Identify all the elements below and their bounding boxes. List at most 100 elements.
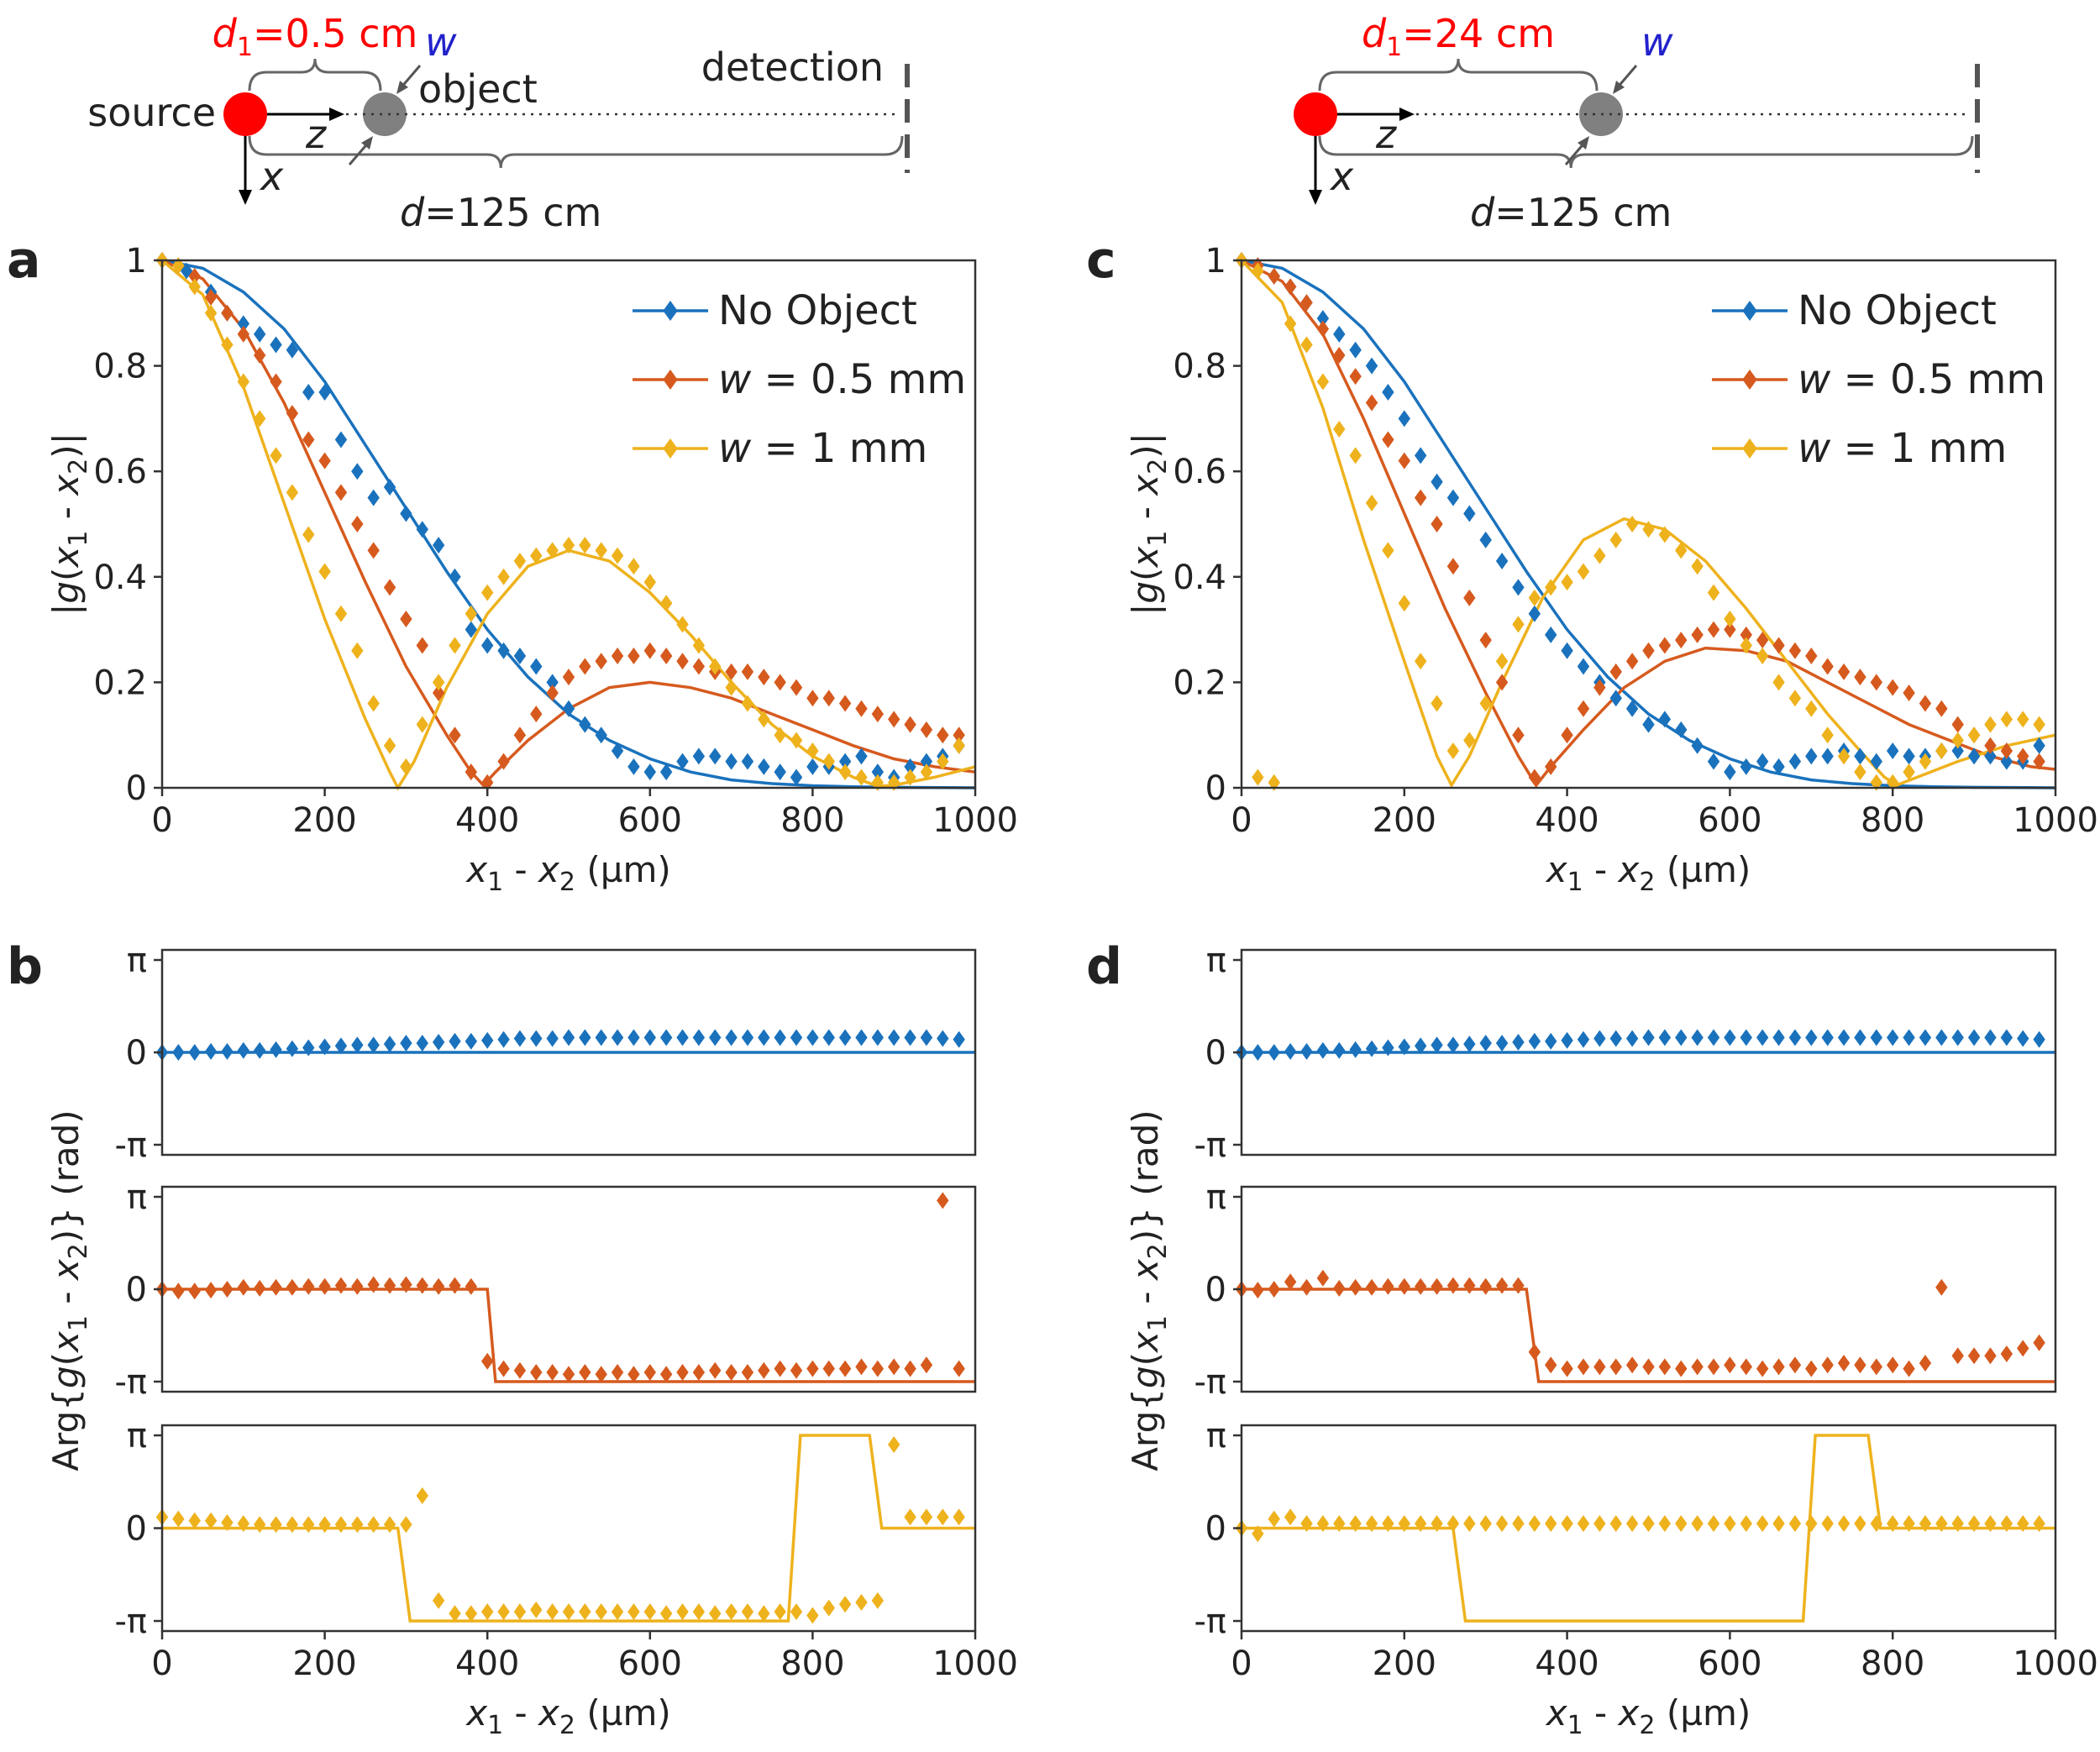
data-point xyxy=(546,542,559,559)
phase-point xyxy=(1707,1029,1720,1046)
data-point xyxy=(1724,611,1736,628)
phase-point xyxy=(172,1510,185,1528)
data-point xyxy=(1463,505,1476,522)
phase-point xyxy=(1870,1514,1883,1532)
phase-point xyxy=(318,1516,331,1534)
phase-point xyxy=(1398,1038,1410,1056)
y-tick-label: -π xyxy=(1194,1363,1226,1402)
phase-point xyxy=(465,1605,478,1623)
phase-point xyxy=(270,1041,282,1058)
data-point xyxy=(1887,774,1899,791)
data-point xyxy=(1984,737,1997,754)
data-point xyxy=(758,758,770,775)
data-point xyxy=(465,763,478,781)
phase-point xyxy=(1984,1347,1997,1365)
data-point xyxy=(1382,542,1394,559)
phase-point xyxy=(221,1042,234,1060)
phase-point xyxy=(1772,1029,1785,1046)
data-point xyxy=(1512,727,1525,744)
phase-point xyxy=(1446,1277,1460,1294)
data-point xyxy=(1561,642,1573,659)
data-point xyxy=(790,768,803,786)
phase-point xyxy=(1870,1358,1883,1376)
w-arrow-top-head xyxy=(396,81,408,94)
phase-point xyxy=(1675,1360,1688,1377)
data-point xyxy=(1658,711,1672,728)
phase-point xyxy=(1887,1029,1899,1046)
data-point xyxy=(204,288,218,306)
phase-point xyxy=(1414,1037,1427,1055)
data-point xyxy=(888,711,900,728)
x-tick-label: 800 xyxy=(780,801,844,840)
data-point xyxy=(449,637,461,654)
data-point xyxy=(400,505,412,522)
phase-point xyxy=(1382,1277,1394,1295)
y-tick-label: 0.2 xyxy=(93,664,147,702)
y-axis-label: |g(x1 - x2)| xyxy=(45,433,93,616)
data-point xyxy=(806,758,819,775)
data-point xyxy=(709,747,722,765)
d-brace xyxy=(248,135,904,169)
data-point xyxy=(838,753,852,770)
phase-point xyxy=(1805,1514,1818,1532)
phase-point xyxy=(1756,1029,1769,1046)
phase-point xyxy=(1545,1032,1557,1050)
data-point xyxy=(595,542,607,559)
x-tick-label: 800 xyxy=(1861,1644,1924,1683)
data-point xyxy=(2017,711,2029,728)
data-point xyxy=(1365,357,1378,375)
data-point xyxy=(497,568,510,585)
phase-point xyxy=(725,1603,738,1620)
data-point xyxy=(1919,753,1932,770)
data-point xyxy=(1545,579,1557,596)
phase-point xyxy=(1788,1029,1802,1046)
data-point xyxy=(1658,637,1672,654)
phase-point xyxy=(692,1364,706,1381)
phase-point xyxy=(1593,1030,1606,1047)
data-point xyxy=(351,642,364,659)
phase-point xyxy=(1658,1514,1672,1532)
data-point xyxy=(1268,774,1280,791)
data-point xyxy=(334,431,348,448)
data-point xyxy=(2000,711,2013,728)
phase-point xyxy=(546,1603,559,1620)
data-point xyxy=(1609,690,1622,707)
z-arrow-head xyxy=(329,108,344,121)
data-point xyxy=(1545,758,1557,775)
legend-marker xyxy=(663,370,678,390)
phase-point xyxy=(741,1364,754,1381)
phase-point xyxy=(1951,1029,1964,1046)
phase-point xyxy=(937,1192,949,1209)
phase-point xyxy=(953,1031,965,1048)
phase-point xyxy=(1349,1041,1362,1058)
legend-marker xyxy=(663,438,678,459)
legend-label: No Object xyxy=(718,287,917,334)
data-point xyxy=(1740,758,1752,775)
phase-point xyxy=(1528,1514,1541,1532)
data-point xyxy=(1642,716,1655,733)
phase-point xyxy=(709,1029,722,1046)
data-point xyxy=(2017,747,2029,765)
data-point xyxy=(513,648,527,664)
axes-frame xyxy=(160,259,977,789)
phase-point xyxy=(546,1364,559,1381)
panel-a-magnitude-chart: 0 200 400 600 800 1000 0 0.2 0.4 0.6 0.8 1 x1 - x2 (… xyxy=(7,231,1018,897)
y-tick-label: 0.2 xyxy=(1173,664,1226,702)
phase-point xyxy=(513,1361,527,1379)
phase-point xyxy=(204,1512,218,1529)
phase-point xyxy=(643,1029,656,1046)
data-point xyxy=(1495,552,1509,569)
data-point xyxy=(1984,716,1997,733)
x-tick-label: 200 xyxy=(292,801,356,840)
data-point xyxy=(334,605,348,622)
phase-point xyxy=(1512,1514,1525,1532)
phase-point xyxy=(595,1366,607,1383)
data-point xyxy=(530,706,543,723)
data-point xyxy=(302,431,315,448)
data-point xyxy=(1577,658,1590,675)
data-point xyxy=(1463,589,1476,606)
phase-point xyxy=(1967,1347,1981,1365)
phase-point xyxy=(562,1366,575,1383)
phase-point xyxy=(1365,1040,1378,1057)
phase-point xyxy=(1349,1514,1362,1532)
